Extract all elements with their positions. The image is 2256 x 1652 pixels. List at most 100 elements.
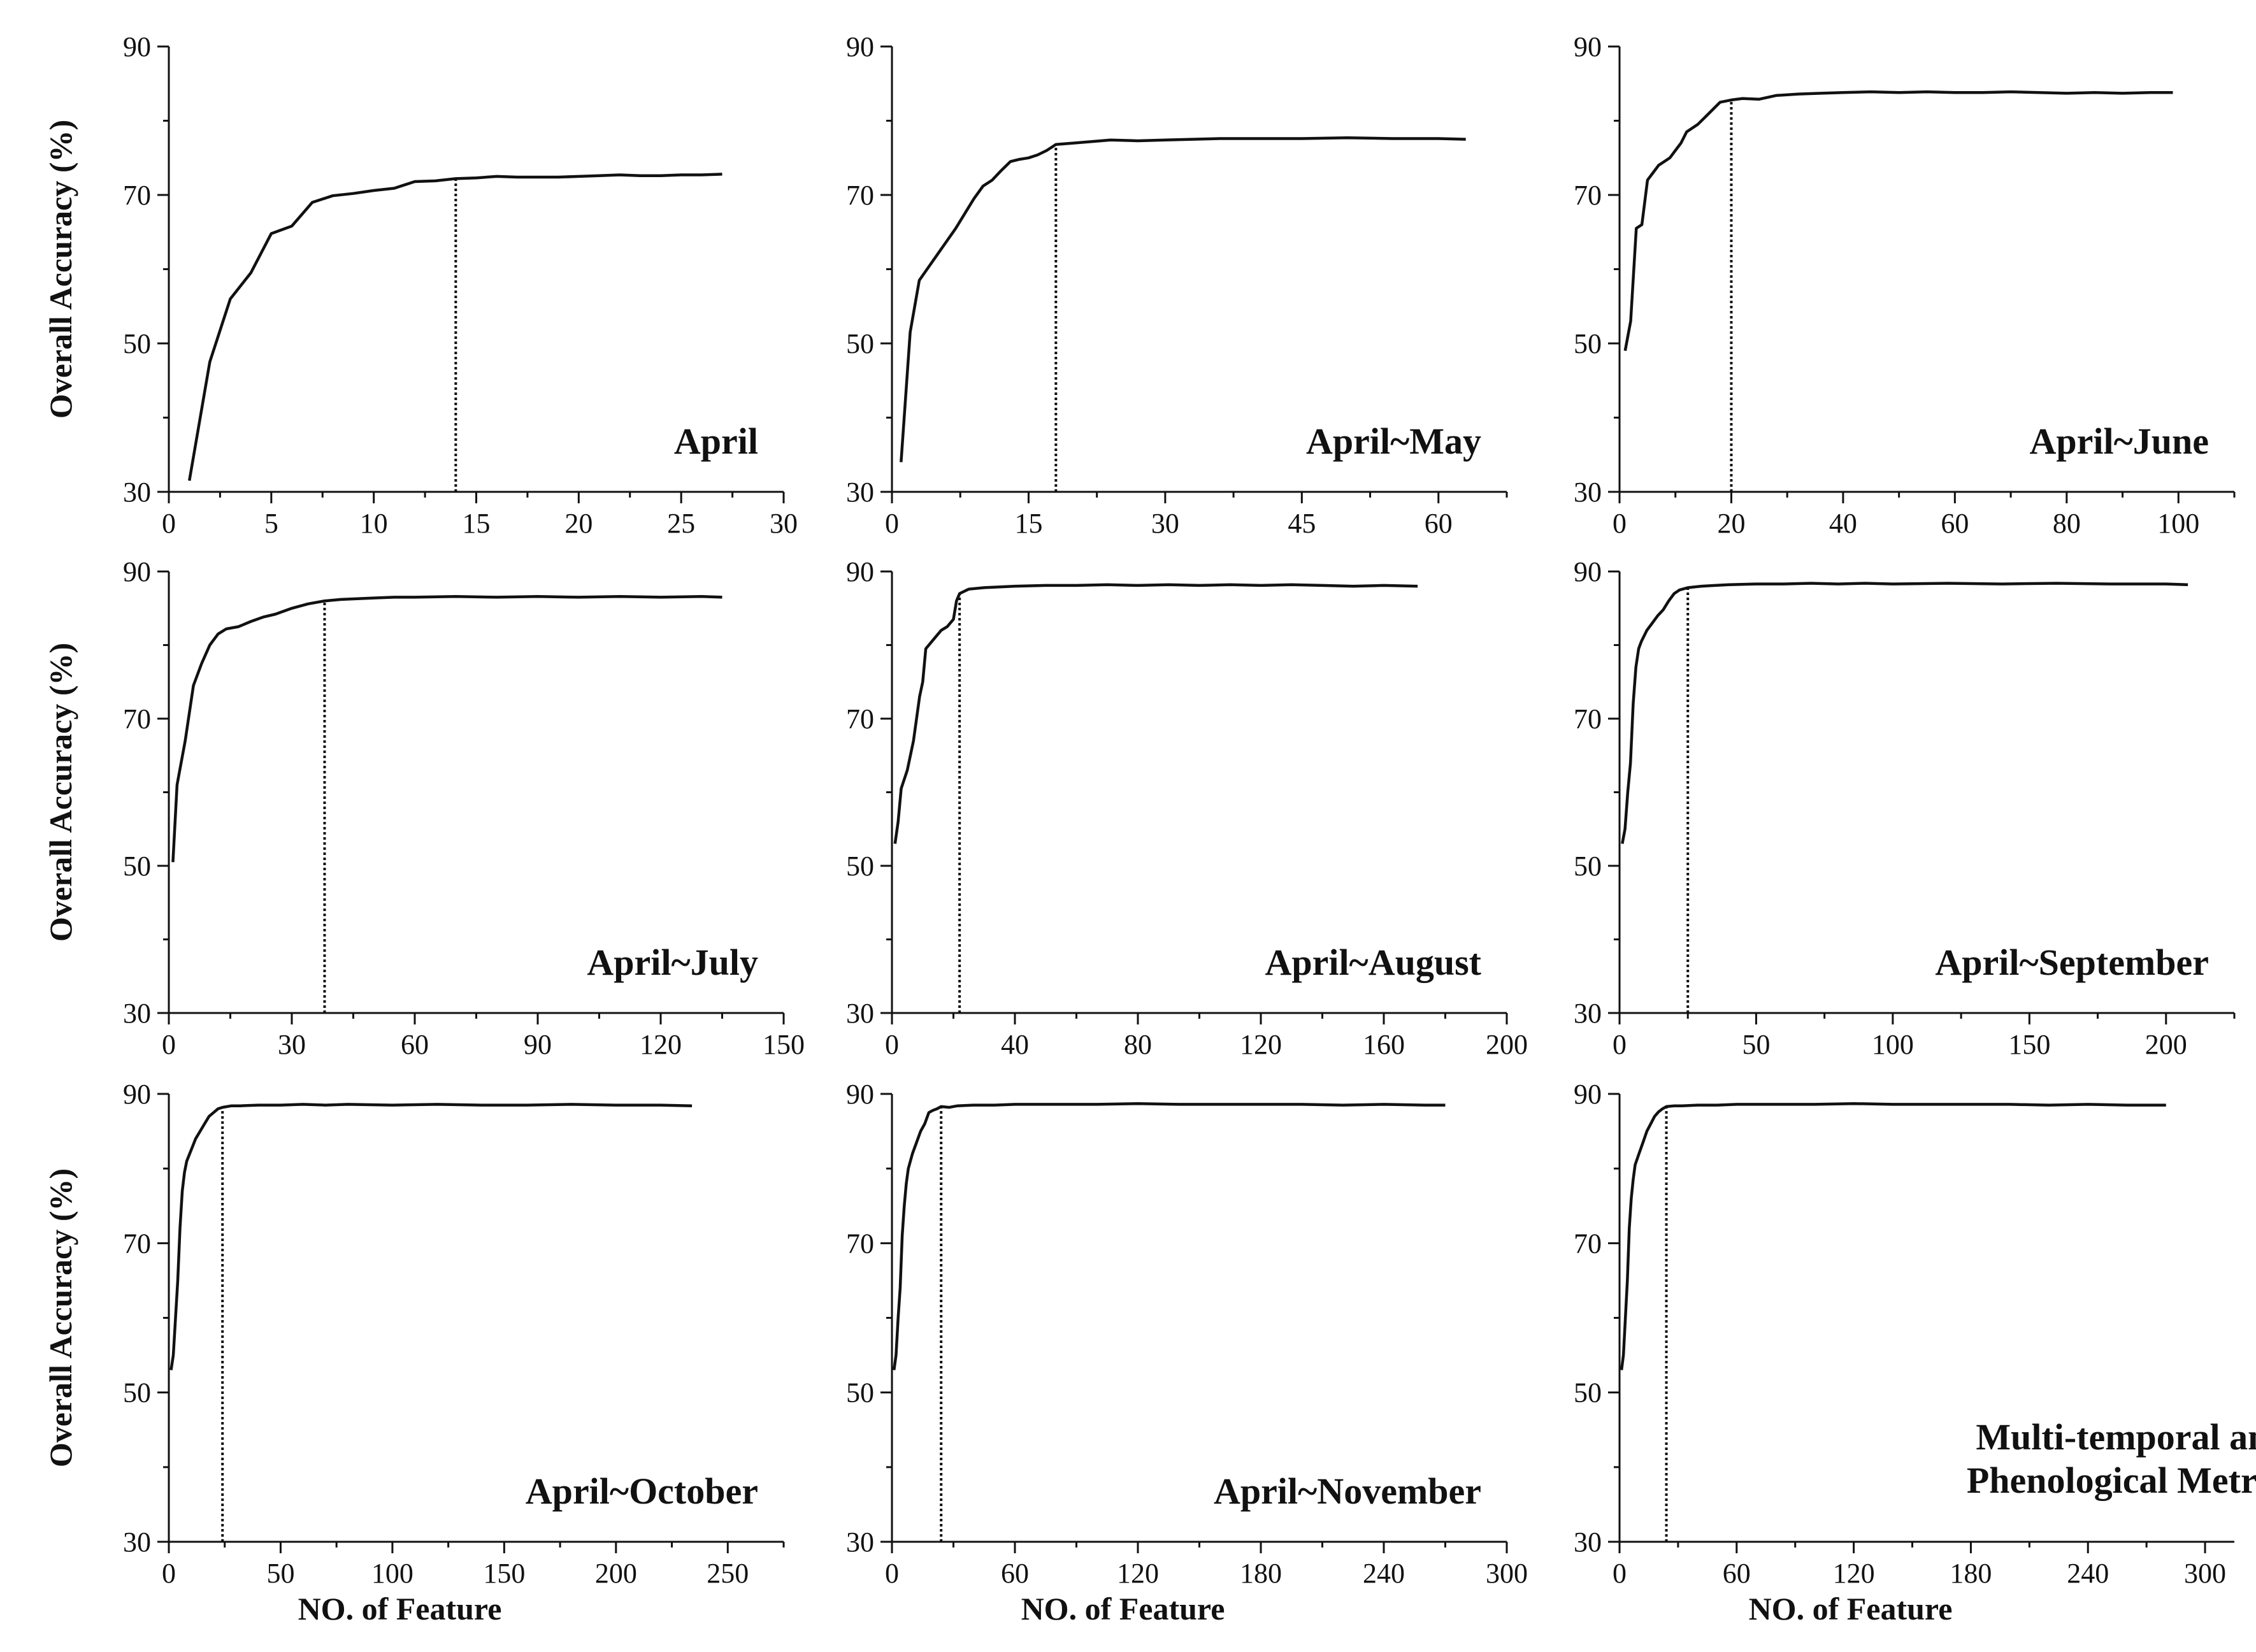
y-tick-label: 30 <box>846 477 874 508</box>
x-tick-label: 60 <box>1001 1558 1029 1589</box>
x-tick-label: 60 <box>1941 508 1969 539</box>
x-tick-label: 50 <box>1742 1029 1770 1060</box>
y-tick-label: 30 <box>846 998 874 1029</box>
y-tick-label: 50 <box>846 328 874 359</box>
x-tick-label: 25 <box>667 508 695 539</box>
y-tick-label: 70 <box>846 1228 874 1259</box>
panel-label: April~June <box>2029 420 2209 462</box>
x-tick-label: 100 <box>2157 508 2199 539</box>
y-tick-label: 90 <box>123 556 151 587</box>
x-tick-label: 30 <box>770 508 798 539</box>
y-tick-label: 30 <box>123 998 151 1029</box>
y-tick-label: 50 <box>846 1377 874 1409</box>
y-tick-label: 70 <box>123 1228 151 1259</box>
x-tick-label: 120 <box>1833 1558 1875 1589</box>
x-tick-label: 15 <box>1014 508 1042 539</box>
panel-label: April~October <box>526 1470 758 1512</box>
x-tick-label: 20 <box>1717 508 1745 539</box>
y-axis-title: Overall Accuracy (%) <box>43 120 78 419</box>
x-tick-label: 30 <box>1151 508 1179 539</box>
panel-7: 30 50 70 90 0 50 100 150 200 250 April~October Over… <box>43 1079 785 1627</box>
y-tick-label: 30 <box>1574 1526 1602 1558</box>
panel-4: 30 50 70 90 0 30 60 90 120 150 April~July Overall A… <box>43 556 805 1060</box>
x-tick-label: 0 <box>1613 1558 1627 1589</box>
panel-5: 30 50 70 90 0 40 80 120 160 200 April~August <box>846 556 1528 1060</box>
x-tick-label: 0 <box>162 1029 176 1060</box>
y-tick-label: 30 <box>123 477 151 508</box>
panel-3: 30 50 70 90 0 20 40 60 80 100 April~June <box>1574 31 2236 539</box>
y-tick-label: 70 <box>123 703 151 735</box>
series-line <box>900 136 1466 463</box>
y-tick-label: 70 <box>846 180 874 211</box>
y-tick-label: 90 <box>123 31 151 62</box>
x-tick-label: 150 <box>483 1558 525 1589</box>
x-tick-label: 15 <box>463 508 491 539</box>
x-tick-label: 20 <box>564 508 593 539</box>
panel-label: April~May <box>1306 420 1481 462</box>
series-line <box>1623 90 2173 352</box>
panel-label: Multi-temporal andPhenological Metrics <box>1967 1416 2256 1501</box>
series-line <box>169 1103 693 1370</box>
panel-6: 30 50 70 90 0 50 100 150 200 April~September <box>1574 556 2236 1060</box>
x-tick-label: 30 <box>278 1029 306 1060</box>
x-tick-label: 60 <box>1425 508 1453 539</box>
panel-label: April <box>674 420 758 462</box>
y-tick-label: 30 <box>1574 998 1602 1029</box>
x-tick-label: 100 <box>1872 1029 1914 1060</box>
panel-2: 30 50 70 90 0 15 30 45 60 April~May <box>846 31 1508 539</box>
y-tick-label: 50 <box>123 328 151 359</box>
y-tick-label: 90 <box>1574 556 1602 587</box>
x-tick-label: 80 <box>2053 508 2081 539</box>
panel-label: April~August <box>1265 942 1481 983</box>
series-line <box>171 595 722 863</box>
y-tick-label: 50 <box>123 851 151 882</box>
y-tick-label: 70 <box>1574 180 1602 211</box>
x-tick-label: 150 <box>763 1029 805 1060</box>
panel-1: 30 50 70 90 0 5 10 15 20 25 30 April Overall Accurac… <box>43 31 798 539</box>
y-tick-label: 90 <box>846 31 874 62</box>
y-tick-label: 30 <box>846 1526 874 1558</box>
panel-label: April~September <box>1935 942 2209 983</box>
y-axis-title: Overall Accuracy (%) <box>43 643 78 942</box>
y-tick-label: 50 <box>1574 328 1602 359</box>
x-tick-label: 180 <box>1950 1558 1992 1589</box>
x-tick-label: 240 <box>1363 1558 1405 1589</box>
y-tick-label: 70 <box>123 180 151 211</box>
x-tick-label: 0 <box>885 1029 899 1060</box>
x-tick-label: 0 <box>885 508 899 539</box>
x-tick-label: 40 <box>1829 508 1857 539</box>
x-tick-label: 60 <box>401 1029 429 1060</box>
x-tick-label: 45 <box>1288 508 1316 539</box>
x-tick-label: 180 <box>1240 1558 1282 1589</box>
panel-label: April~July <box>587 942 758 983</box>
y-tick-label: 70 <box>1574 703 1602 735</box>
x-tick-label: 90 <box>524 1029 552 1060</box>
x-tick-label: 200 <box>2145 1029 2187 1060</box>
y-tick-label: 90 <box>1574 1079 1602 1110</box>
x-tick-label: 200 <box>1486 1029 1528 1060</box>
x-axis-title: NO. of Feature <box>1021 1591 1225 1627</box>
x-tick-label: 50 <box>266 1558 294 1589</box>
x-tick-label: 0 <box>1613 1029 1627 1060</box>
x-tick-label: 0 <box>162 1558 176 1589</box>
x-tick-label: 120 <box>640 1029 682 1060</box>
y-tick-label: 50 <box>123 1377 151 1409</box>
x-axis-title: NO. of Feature <box>298 1591 502 1627</box>
y-tick-label: 70 <box>846 703 874 735</box>
x-tick-label: 150 <box>2008 1029 2050 1060</box>
x-tick-label: 120 <box>1117 1558 1159 1589</box>
x-tick-label: 10 <box>360 508 388 539</box>
y-tick-label: 70 <box>1574 1228 1602 1259</box>
x-tick-label: 240 <box>2067 1558 2109 1589</box>
y-tick-label: 50 <box>1574 1377 1602 1409</box>
x-tick-label: 100 <box>371 1558 413 1589</box>
x-tick-label: 5 <box>264 508 278 539</box>
x-axis-title: NO. of Feature <box>1749 1591 1953 1627</box>
x-tick-label: 60 <box>1723 1558 1751 1589</box>
series-line <box>892 1102 1446 1370</box>
x-tick-label: 0 <box>1613 508 1627 539</box>
y-tick-label: 30 <box>123 1526 151 1558</box>
y-tick-label: 30 <box>1574 477 1602 508</box>
panel-8: 30 50 70 90 0 60 120 180 240 300 April~November NO.… <box>846 1079 1528 1627</box>
